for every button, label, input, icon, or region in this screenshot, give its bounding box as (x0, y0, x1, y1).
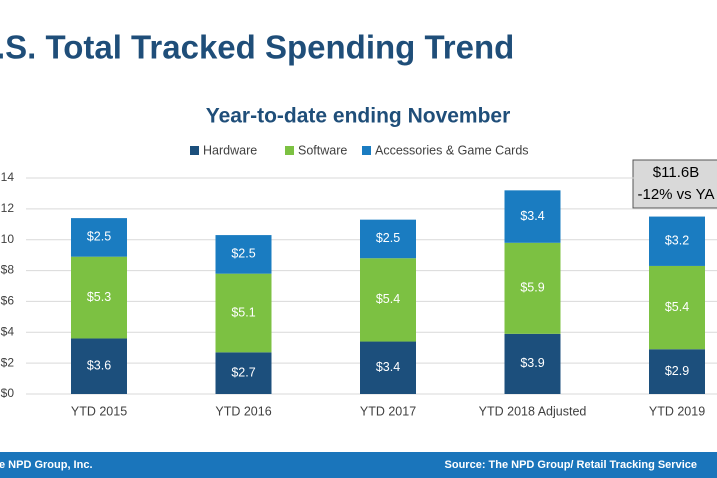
data-label: $5.4 (376, 292, 400, 306)
data-label: $2.9 (665, 364, 689, 378)
bar-segment (504, 242, 561, 334)
legend-swatch (190, 146, 199, 155)
x-tick-label: YTD 2017 (360, 404, 416, 418)
x-tick-label: YTD 2016 (215, 404, 271, 418)
bar-segment (360, 258, 416, 342)
legend-label: Accessories & Game Cards (375, 143, 529, 157)
bar-segment (71, 338, 127, 394)
data-label: $3.2 (665, 234, 689, 248)
x-tick-label: YTD 2018 Adjusted (479, 404, 587, 418)
legend-label: Hardware (203, 143, 257, 157)
y-tick-label: $2 (1, 355, 15, 369)
chart-title: .S. Total Tracked Spending Trend (0, 29, 514, 66)
data-label: $2.7 (231, 365, 255, 379)
data-label: $5.4 (665, 300, 689, 314)
data-label: $2.5 (376, 231, 400, 245)
source-text: Source: The NPD Group/ Retail Tracking S… (445, 459, 697, 471)
legend-label: Software (298, 143, 347, 157)
data-label: $5.1 (231, 305, 255, 319)
bar-segment (649, 349, 705, 394)
bar-segment (360, 341, 416, 394)
data-label: $3.4 (376, 360, 400, 374)
bar-segment (215, 352, 272, 394)
footer-text: e NPD Group, Inc. (0, 459, 93, 471)
y-tick-label: 12 (1, 201, 15, 215)
y-tick-label: $0 (1, 386, 15, 400)
y-tick-label: $8 (1, 263, 15, 277)
y-tick-label: 10 (1, 232, 15, 246)
data-label: $2.5 (87, 230, 111, 244)
data-label: $5.3 (87, 290, 111, 304)
data-label: $3.6 (87, 359, 111, 373)
bar-segment (649, 216, 705, 266)
annotation: $11.6B (653, 164, 699, 181)
y-tick-label: 14 (1, 170, 15, 184)
data-label: $3.9 (520, 356, 544, 370)
x-tick-label: YTD 2019 (649, 404, 705, 418)
legend-swatch (362, 146, 371, 155)
x-tick-label: YTD 2015 (71, 404, 127, 418)
bar-segment (360, 219, 416, 259)
y-tick-label: $4 (1, 324, 15, 338)
bar-segment (504, 190, 561, 243)
annotation-box (632, 159, 717, 209)
y-tick-label: $6 (1, 294, 15, 308)
bar-segment (215, 273, 272, 353)
annotation: -12% vs YA (638, 186, 715, 203)
bar-segment (649, 265, 705, 350)
bar-segment (504, 333, 561, 394)
bar-segment (215, 235, 272, 274)
data-label: $3.4 (520, 209, 544, 223)
footer-bar (0, 452, 717, 478)
legend-swatch (285, 146, 294, 155)
data-label: $2.5 (231, 247, 255, 261)
bar-segment (71, 256, 127, 339)
data-label: $5.9 (520, 281, 544, 295)
bar-segment (71, 218, 127, 257)
chart-subtitle: Year-to-date ending November (206, 105, 511, 128)
